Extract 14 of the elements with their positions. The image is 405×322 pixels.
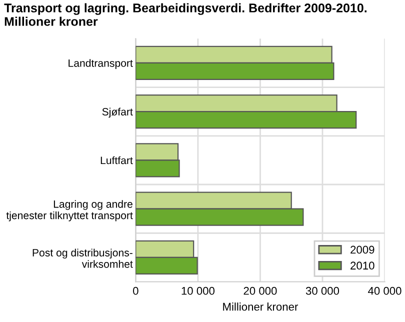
y-tick-label: Sjøfart: [102, 108, 133, 118]
legend-label: 2009: [350, 246, 374, 254]
x-tick-label: 10 000: [182, 286, 215, 295]
chart-title: Transport og lagring. Bearbeidingsverdi. Bedrifter 2009-2010. Millioner kroner: [4, 3, 366, 26]
x-tick-label: 30 000: [306, 286, 340, 295]
y-tick-label: Luftfart: [100, 156, 133, 164]
legend-label: 2010: [350, 262, 374, 270]
x-tick-label: 0: [133, 286, 138, 295]
y-tick-label: Post og distribusjons- virksomhet: [32, 248, 133, 268]
y-tick-label: Landtransport: [68, 59, 133, 69]
y-tick-label: Lagring og andre tjenester tilknyttet transport: [6, 200, 133, 222]
x-tick-label: 20 000: [244, 286, 277, 295]
x-axis-title: Millioner kroner: [223, 302, 298, 311]
x-tick-label: 40 000: [368, 286, 402, 295]
